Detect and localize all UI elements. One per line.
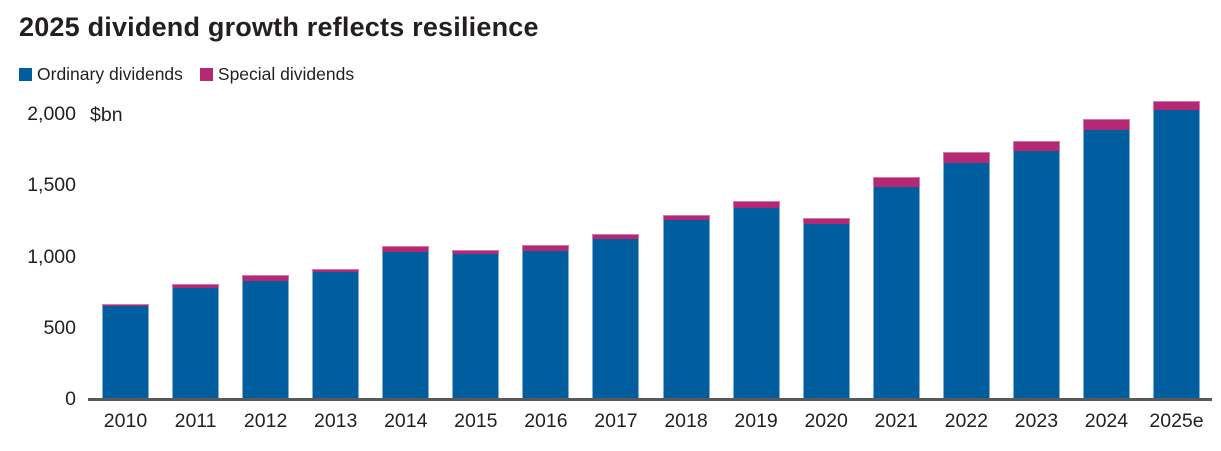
- bar-2011: [172, 283, 220, 399]
- ordinary-dividends-segment: [802, 224, 850, 399]
- special-dividends-segment: [312, 269, 360, 273]
- bar-2019: [732, 200, 780, 399]
- bar-2018: [662, 215, 710, 399]
- x-tick-label-2011: 2011: [174, 410, 217, 432]
- ordinary-dividends-segment: [522, 250, 570, 399]
- special-dividends-segment: [102, 304, 149, 307]
- x-tick-label-2010: 2010: [103, 410, 148, 432]
- ordinary-dividends-swatch-icon: [19, 68, 32, 81]
- bar-2025e: [1153, 101, 1200, 399]
- x-axis-line: [88, 398, 1212, 401]
- bar-2024: [1082, 119, 1130, 399]
- ordinary-dividends-segment: [382, 252, 430, 399]
- special-dividends-segment: [452, 250, 500, 255]
- ordinary-dividends-segment: [1012, 151, 1060, 399]
- x-tick-label-2013: 2013: [313, 410, 358, 432]
- special-dividends-segment: [802, 218, 850, 225]
- bar-2014: [382, 245, 430, 399]
- bar-2016: [522, 245, 570, 399]
- ordinary-dividends-segment: [942, 163, 990, 399]
- special-dividends-segment: [662, 215, 710, 221]
- ordinary-dividends-segment: [1153, 109, 1200, 399]
- legend-label-ordinary: Ordinary dividends: [37, 64, 183, 84]
- special-dividends-segment: [592, 233, 640, 240]
- ordinary-dividends-segment: [242, 281, 290, 399]
- bar-2012: [242, 275, 290, 399]
- special-dividends-segment: [942, 152, 990, 164]
- y-tick-label: 2,000: [27, 103, 76, 125]
- y-tick-label: 1,500: [27, 174, 76, 197]
- ordinary-dividends-segment: [312, 272, 360, 399]
- x-tick-label-2014: 2014: [384, 410, 428, 432]
- x-tick-label-2021: 2021: [874, 410, 918, 432]
- chart-title: 2025 dividend growth reflects resilience: [19, 12, 539, 42]
- x-tick-label-2015: 2015: [454, 410, 498, 432]
- y-axis-unit-label: $bn: [90, 104, 123, 126]
- bar-2021: [872, 176, 920, 399]
- special-dividends-segment: [872, 176, 920, 188]
- x-tick-label-2018: 2018: [664, 410, 708, 432]
- special-dividends-segment: [1012, 141, 1060, 152]
- special-dividends-segment: [242, 275, 290, 282]
- bar-2015: [452, 250, 500, 399]
- special-dividends-segment: [172, 283, 220, 288]
- special-dividends-segment: [382, 245, 430, 253]
- legend-item-special: Special dividends: [199, 64, 355, 85]
- legend: Ordinary dividends Special dividends: [19, 64, 354, 85]
- bar-2023: [1012, 141, 1060, 399]
- special-dividends-segment: [732, 200, 780, 209]
- ordinary-dividends-segment: [102, 306, 149, 399]
- bar-2022: [942, 152, 990, 399]
- y-tick-label: 500: [43, 316, 76, 339]
- plot-area: [88, 95, 1212, 399]
- legend-label-special: Special dividends: [217, 64, 355, 84]
- ordinary-dividends-segment: [662, 220, 710, 399]
- bar-2010: [102, 304, 149, 399]
- x-tick-label-2016: 2016: [524, 410, 568, 432]
- x-tick-label-2023: 2023: [1014, 410, 1059, 432]
- y-tick-label: 1,000: [27, 245, 76, 268]
- x-tick-label-2019: 2019: [734, 410, 778, 432]
- x-tick-label-2025e: 2025e: [1149, 410, 1204, 432]
- x-tick-label-2012: 2012: [243, 410, 288, 432]
- special-dividends-segment: [1082, 119, 1130, 130]
- ordinary-dividends-segment: [1082, 129, 1130, 399]
- ordinary-dividends-segment: [872, 187, 920, 399]
- bar-2013: [312, 269, 360, 399]
- x-tick-label-2022: 2022: [944, 410, 988, 432]
- ordinary-dividends-segment: [732, 208, 780, 399]
- ordinary-dividends-segment: [452, 254, 500, 399]
- special-dividends-segment: [1153, 101, 1200, 110]
- x-tick-label-2017: 2017: [594, 410, 638, 432]
- bar-2017: [592, 233, 640, 399]
- ordinary-dividends-segment: [592, 239, 640, 399]
- legend-item-ordinary: Ordinary dividends: [19, 64, 183, 85]
- ordinary-dividends-segment: [172, 287, 220, 399]
- x-tick-label-2020: 2020: [804, 410, 848, 432]
- y-tick-label: 0: [65, 388, 76, 410]
- x-axis-labels: 2010 2011 2012 2013 2014 2015 2016 2017 2018 2019…: [88, 410, 1221, 438]
- special-dividends-segment: [522, 245, 570, 251]
- bar-2020: [802, 218, 850, 399]
- x-tick-label-2024: 2024: [1084, 410, 1129, 432]
- special-dividends-swatch-icon: [199, 68, 213, 81]
